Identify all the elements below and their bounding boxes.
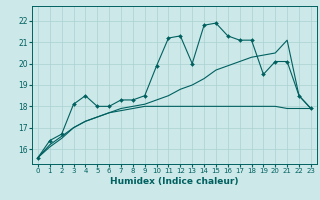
X-axis label: Humidex (Indice chaleur): Humidex (Indice chaleur): [110, 177, 239, 186]
